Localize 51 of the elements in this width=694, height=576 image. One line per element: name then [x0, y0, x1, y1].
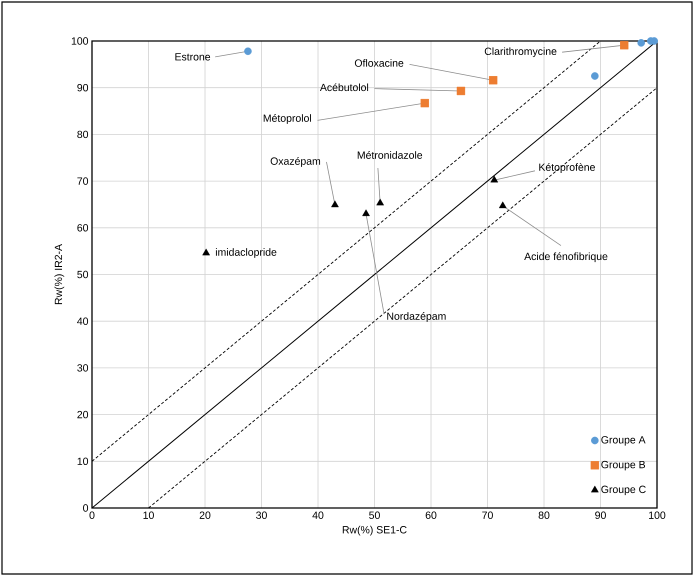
point	[490, 176, 498, 182]
point	[498, 201, 507, 208]
point	[420, 98, 429, 108]
point	[244, 47, 252, 56]
y-tick-label: 60	[77, 224, 88, 232]
x-tick-label: 30	[256, 512, 267, 519]
x-tick-label: 60	[426, 512, 436, 519]
y-tick-label: 30	[77, 364, 88, 372]
legend-label: Groupe C	[601, 486, 646, 496]
point	[362, 209, 370, 216]
y-tick-label: 90	[77, 84, 88, 92]
y-tick-label: 80	[77, 130, 88, 138]
y-tick-label: 50	[77, 270, 88, 278]
annotation: Métronidazole	[358, 151, 422, 159]
x-tick-label: 20	[200, 512, 210, 519]
point	[637, 39, 645, 47]
point	[488, 76, 498, 84]
legend-label: Groupe B	[601, 460, 646, 470]
point	[331, 200, 339, 208]
annotation: Nordazépam	[387, 312, 446, 322]
point	[456, 86, 466, 96]
x-tick-label: 0	[90, 512, 94, 519]
y-tick-label: 100	[72, 37, 88, 45]
x-tick-label: 80	[538, 512, 550, 519]
annotation: Acébutolol	[320, 83, 368, 92]
point	[376, 198, 384, 206]
x-tick-label: 100	[649, 512, 666, 519]
y-tick-label: 70	[77, 177, 88, 185]
y-tick-label: 20	[77, 410, 88, 418]
point	[591, 72, 599, 80]
y-axis-title: Rw(%) IR2-A	[54, 244, 64, 304]
x-tick-label: 90	[595, 512, 606, 519]
annotation: Oxazépam	[270, 157, 320, 167]
point	[620, 41, 628, 50]
x-tick-label: 50	[369, 512, 380, 519]
y-tick-label: 0	[83, 504, 88, 512]
annotation: Métoprolol	[264, 114, 312, 124]
x-axis-title: Rw(%) SE1-C	[342, 526, 407, 536]
legend-label: Groupe A	[601, 436, 646, 446]
annotation: Acide fénofibrique	[524, 252, 608, 262]
point	[202, 248, 210, 256]
annotation: Kétoprofène	[539, 163, 595, 173]
annotation: Ofloxacine	[354, 59, 404, 67]
y-tick-label: 40	[77, 318, 88, 325]
annotation: imidaclopride	[216, 248, 276, 258]
y-tick-label: 10	[78, 458, 88, 466]
x-tick-label: 10	[143, 512, 154, 519]
annotation: Clarithromycine	[484, 47, 556, 58]
x-tick-label: 40	[312, 512, 324, 519]
x-tick-label: 70	[482, 512, 493, 519]
annotation: Estrone	[175, 53, 210, 61]
